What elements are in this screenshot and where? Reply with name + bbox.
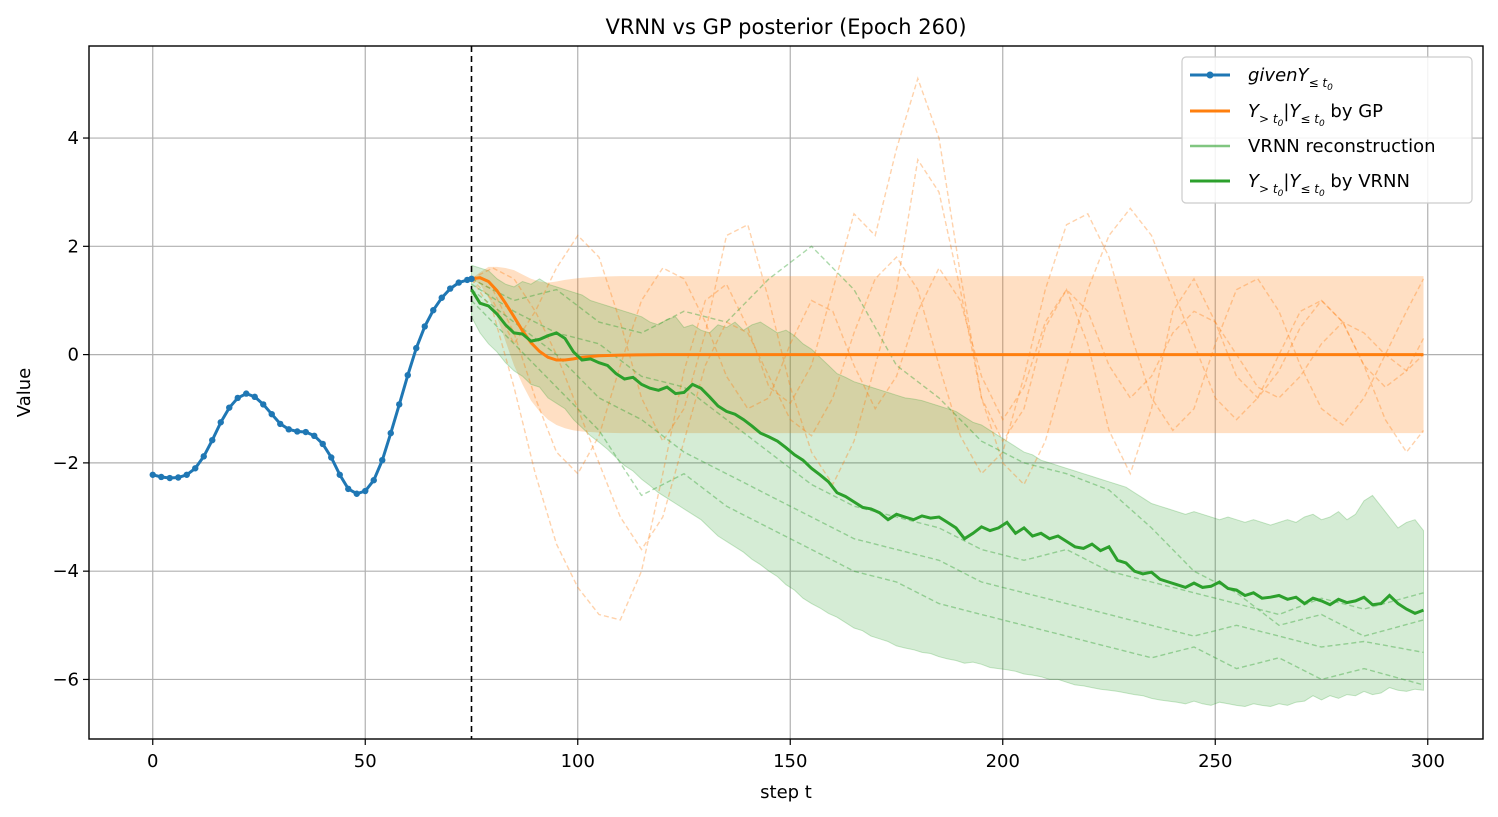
given-point <box>319 440 326 448</box>
legend-label-recon: VRNN reconstruction <box>1248 136 1436 157</box>
y-axis-label: Value <box>14 368 35 417</box>
given-point <box>166 474 173 482</box>
plot-frame <box>88 45 1484 740</box>
gp-confidence-band <box>471 266 1424 434</box>
given-point <box>328 454 335 461</box>
given-point <box>370 477 377 484</box>
given-point <box>285 426 292 433</box>
y-tick-label: −4 <box>52 561 79 582</box>
given-point <box>251 393 258 401</box>
series-lines <box>149 46 1425 739</box>
given-point <box>302 428 309 436</box>
given-point <box>421 323 428 330</box>
legend-box <box>1181 56 1473 204</box>
x-tick-label: 200 <box>986 751 1020 772</box>
given-point <box>345 485 352 493</box>
given-point <box>277 420 284 428</box>
legend: givenY≤ t0 Y> t0|Y≤ t0 by GP VRNN reconstr… <box>1181 56 1473 204</box>
x-tick-label: 300 <box>1411 751 1445 772</box>
given-point <box>192 465 199 472</box>
given-point <box>268 410 275 418</box>
given-point <box>260 401 267 408</box>
x-tick-label: 50 <box>354 751 377 772</box>
given-point <box>226 404 233 411</box>
given-point <box>175 474 182 481</box>
given-point <box>413 344 420 352</box>
x-tick-label: 150 <box>773 751 807 772</box>
given-point <box>200 453 207 460</box>
y-tick-label: 2 <box>68 236 79 257</box>
vrnn-confidence-band <box>471 264 1424 708</box>
gp-mean-line <box>471 276 1424 362</box>
axes <box>83 45 1484 745</box>
given-point <box>447 285 454 292</box>
given-point <box>311 432 318 440</box>
chart-title: VRNN vs GP posterior (Epoch 260) <box>605 15 966 39</box>
x-tick-label: 100 <box>561 751 595 772</box>
given-point <box>396 401 403 408</box>
gp-sample-path <box>471 157 1425 486</box>
given-point <box>234 394 241 402</box>
x-tick-label: 0 <box>147 751 158 772</box>
given-point <box>209 436 216 444</box>
given-point <box>183 471 190 478</box>
vrnn-sample-path <box>471 283 1424 616</box>
given-point <box>455 279 462 286</box>
gp-sample-path <box>471 266 1424 475</box>
y-tick-label: −2 <box>52 453 79 474</box>
x-axis-label: step t <box>760 782 812 803</box>
given-point <box>379 456 386 464</box>
given-point <box>243 390 250 397</box>
given-point <box>468 275 475 283</box>
confidence-bands <box>471 264 1424 708</box>
x-tick-label: 250 <box>1198 751 1232 772</box>
given-point <box>438 294 445 301</box>
given-point <box>353 490 360 497</box>
legend-label-given: givenY≤ t0 <box>1248 65 1333 93</box>
given-point <box>362 487 369 495</box>
legend-label-vrnn: Y> t0|Y≤ t0 by VRNN <box>1248 171 1410 199</box>
y-tick-label: 4 <box>68 128 79 149</box>
sample-paths <box>470 76 1425 686</box>
legend-label-gp: Y> t0|Y≤ t0 by GP <box>1248 101 1383 129</box>
given-point <box>217 419 224 426</box>
given-point <box>404 371 411 379</box>
vrnn-sample-path <box>471 289 1424 654</box>
tick-labels: 0 50 100 150 200 250 300 −6 −4 −2 0 2 4 <box>52 128 1444 772</box>
given-point <box>430 307 437 314</box>
vrnn-mean-line <box>470 288 1425 616</box>
gp-sample-path <box>471 212 1425 551</box>
vrnn-sample-path <box>471 245 1424 637</box>
vrnn-sample-path <box>471 300 1424 686</box>
y-tick-label: −6 <box>52 669 79 690</box>
given-point <box>149 471 156 478</box>
given-point <box>336 471 343 478</box>
y-tick-label: 0 <box>68 345 79 366</box>
given-point <box>294 428 301 435</box>
given-point <box>387 429 394 437</box>
given-point <box>158 473 165 481</box>
legend-marker <box>1206 71 1214 79</box>
gp-sample-path <box>470 76 1425 621</box>
